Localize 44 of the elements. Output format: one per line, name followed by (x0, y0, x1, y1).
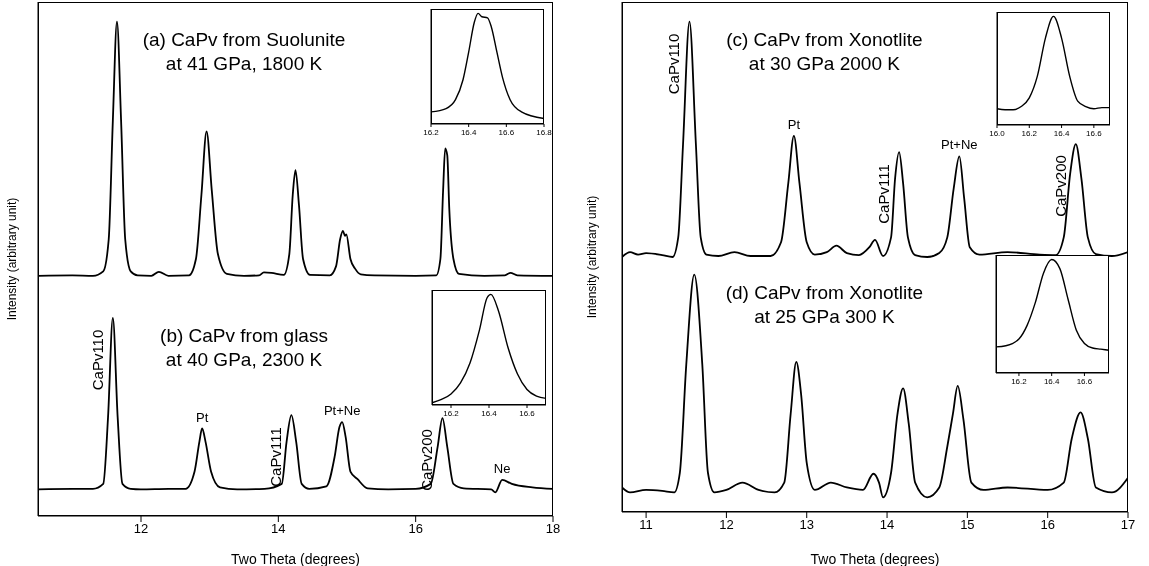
annotation: CaPv111 (874, 164, 892, 224)
text: (b) CaPv from glass at 40 GPa, 2300 K (159, 323, 329, 372)
y-axis-title: Intensity (arbitrary unit) (5, 197, 20, 321)
series-label: (d) CaPv from Xonotlite at 25 GPa 300 K (724, 280, 925, 329)
x-tick-label: 12 (719, 517, 734, 533)
series-label: (a) CaPv from Suolunite at 41 GPa, 1800 K (141, 27, 347, 76)
x-tick-label: 17 (1120, 517, 1136, 533)
series-label: (c) CaPv from Xonotlite at 30 GPa 2000 K (725, 27, 924, 76)
x-tick-label: 11 (639, 517, 653, 533)
x-tick-label: 16.2 (423, 127, 440, 137)
x-tick-label: 16.2 (1011, 376, 1028, 386)
annotation: CaPv111 (266, 427, 284, 487)
x-tick-label: 14 (271, 521, 286, 537)
x-tick-label: 16.4 (1043, 376, 1061, 386)
annotation: Pt (787, 116, 801, 132)
annotation: CaPv200 (1051, 155, 1069, 218)
x-tick-label: 16 (408, 521, 423, 537)
annotation: Ne (493, 460, 511, 476)
x-tick-label: 16.8 (536, 127, 553, 137)
annotation: CaPv110 (88, 329, 106, 391)
x-tick-label: 15 (960, 517, 975, 533)
x-tick-label: 18 (545, 521, 561, 537)
x-tick-label: 16.4 (1053, 128, 1070, 138)
annotation: Pt (195, 409, 209, 425)
x-tick-label: 12 (133, 521, 149, 537)
x-tick-label: 16.4 (460, 127, 477, 137)
x-tick-label: 16.4 (481, 408, 498, 418)
x-tick-label: 13 (799, 517, 814, 533)
x-tick-label: 16.2 (443, 408, 460, 418)
x-tick-label: 14 (879, 517, 895, 533)
annotation: CaPv110 (664, 33, 682, 94)
x-tick-label: 16.6 (498, 127, 515, 137)
x-axis-title: Two Theta (degrees) (810, 551, 940, 566)
x-tick-label: 16.0 (989, 128, 1006, 138)
x-tick-label: 16.6 (519, 408, 536, 418)
x-tick-label: 16.6 (1076, 376, 1093, 386)
x-tick-label: 16.2 (1021, 128, 1038, 138)
x-axis-title: Two Theta (degrees) (231, 551, 360, 566)
y-axis-title: Intensity (arbitrary unit) (585, 195, 600, 319)
x-tick-label: 16.6 (1086, 128, 1103, 138)
annotation: Pt+Ne (941, 137, 978, 153)
annotation: Pt+Ne (323, 403, 361, 419)
x-tick-label: 16 (1040, 517, 1055, 533)
annotation: CaPv200 (417, 429, 435, 491)
